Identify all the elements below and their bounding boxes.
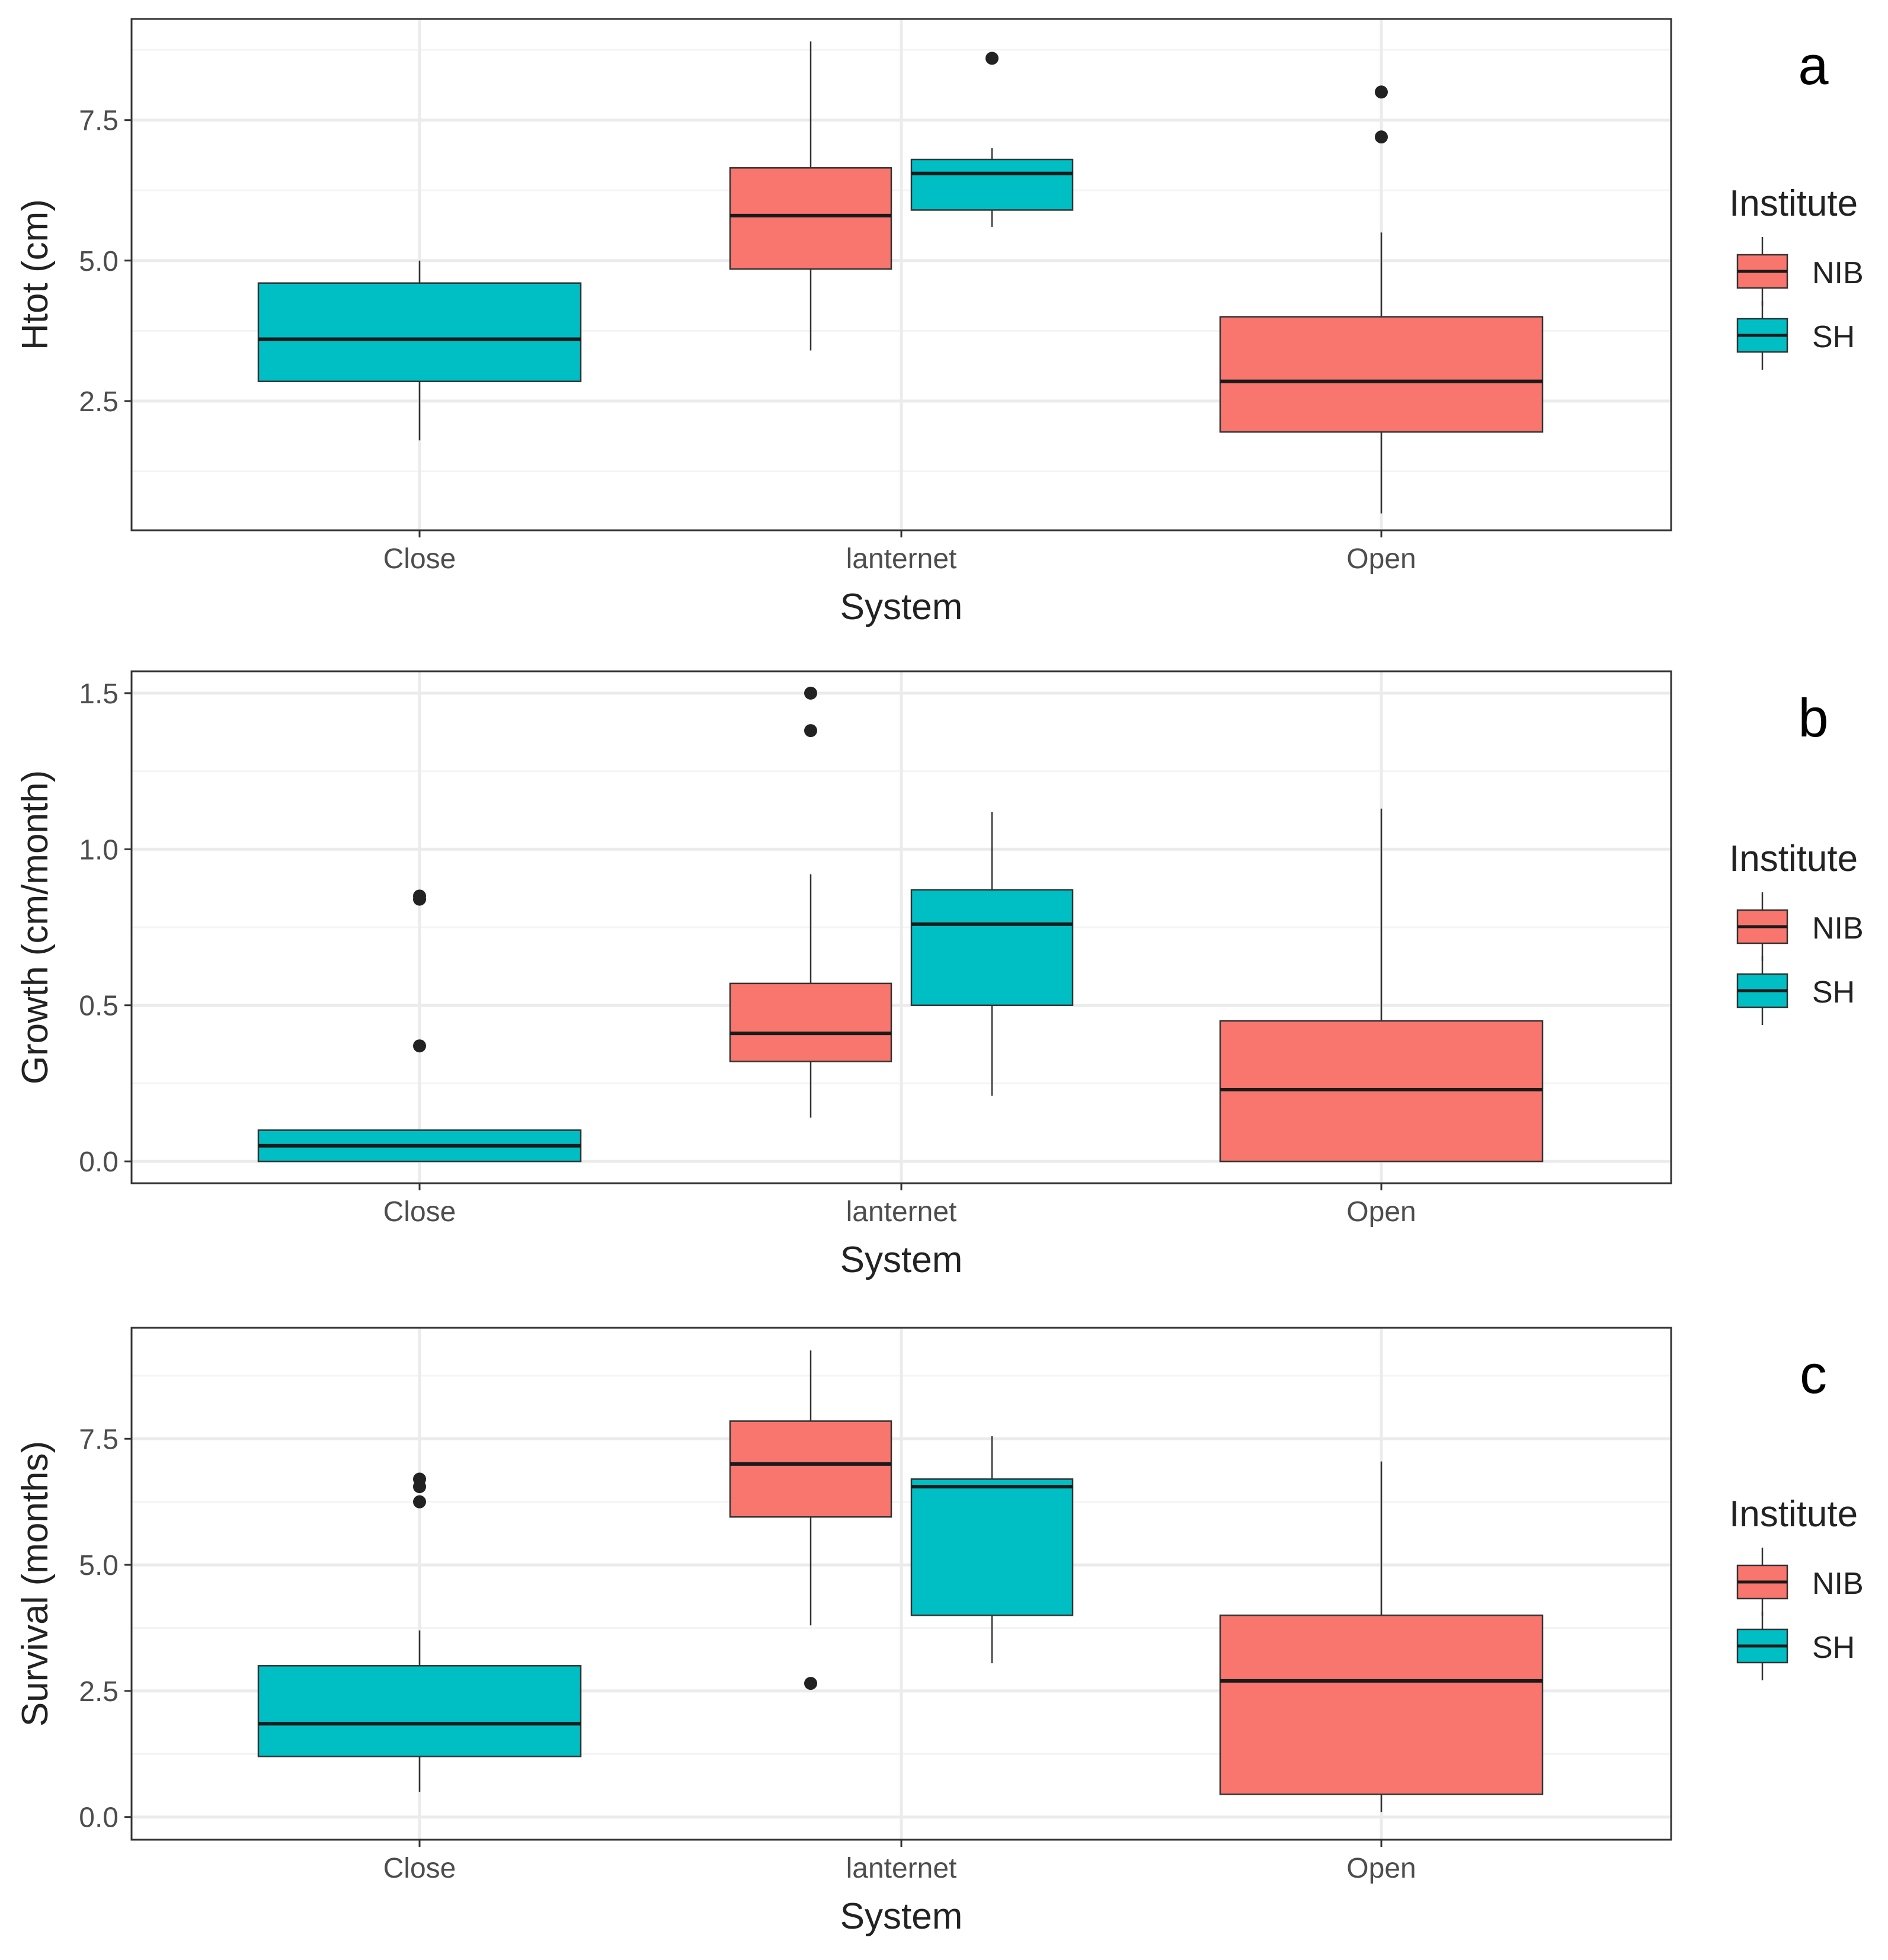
- y-tick-label: 7.5: [79, 105, 119, 137]
- box-nib-open: [1219, 1461, 1544, 1812]
- outlier-point: [985, 52, 999, 65]
- box-body: [729, 982, 892, 1062]
- panel-label: b: [1798, 688, 1828, 748]
- panel-b: 0.0 0.5 1.0 1.5 Close lanternet Open System Grow…: [15, 670, 1864, 1280]
- legend-key-nib: NIB: [1736, 237, 1864, 306]
- box-body: [257, 282, 582, 382]
- outlier-point: [804, 1677, 817, 1690]
- outlier-point: [804, 686, 817, 700]
- x-tick-label: lanternet: [846, 1196, 957, 1228]
- x-tick-label: Close: [383, 1853, 456, 1884]
- outlier-point: [804, 724, 817, 738]
- y-tick-label: 1.5: [79, 678, 119, 710]
- legend-key-nib: NIB: [1736, 1548, 1864, 1616]
- box-body: [729, 167, 892, 270]
- box-sh-lanternet: [910, 52, 1074, 227]
- box-body: [910, 1478, 1074, 1616]
- legend-label: NIB: [1812, 256, 1864, 290]
- y-tick-label: 2.5: [79, 386, 119, 418]
- box-nib-lanternet: [729, 1350, 892, 1690]
- box-body: [1219, 1614, 1544, 1795]
- panel-c: 0.0 2.5 5.0 7.5 Close lanternet Open System Surv…: [15, 1327, 1864, 1937]
- x-axis-title: System: [840, 1240, 963, 1280]
- legend: Institute NIB SH: [1729, 1494, 1864, 1680]
- y-tick-label: 1.0: [79, 834, 119, 866]
- box-body: [1219, 316, 1544, 433]
- legend-label: NIB: [1812, 1567, 1864, 1601]
- box-sh-close: [257, 1472, 582, 1792]
- legend-key-sh: SH: [1736, 1612, 1855, 1680]
- y-tick-label: 0.0: [79, 1146, 119, 1178]
- box-sh-close: [257, 889, 582, 1162]
- legend-label: SH: [1812, 1631, 1855, 1665]
- y-axis-title: Htot (cm): [15, 199, 56, 350]
- outlier-point: [413, 1472, 426, 1486]
- y-axis-title: Growth (cm/month): [15, 770, 56, 1085]
- legend-label: SH: [1812, 320, 1855, 354]
- x-tick-label: Close: [383, 1196, 456, 1228]
- panel-label: c: [1800, 1344, 1827, 1405]
- outlier-point: [1375, 130, 1388, 144]
- outlier-point: [413, 1039, 426, 1053]
- box-nib-open: [1219, 85, 1544, 514]
- legend-key-sh: SH: [1736, 956, 1855, 1025]
- y-tick-label: 2.5: [79, 1676, 119, 1708]
- panel-label: a: [1798, 36, 1829, 96]
- y-tick-label: 5.0: [79, 246, 119, 277]
- legend-label: SH: [1812, 975, 1855, 1010]
- y-tick-label: 0.0: [79, 1802, 119, 1834]
- box-body: [729, 1420, 892, 1518]
- box-nib-lanternet: [729, 41, 892, 351]
- y-axis-title: Survival (months): [15, 1441, 56, 1727]
- x-axis-title: System: [840, 1896, 963, 1937]
- x-tick-label: lanternet: [846, 1853, 957, 1884]
- box-sh-close: [257, 260, 582, 441]
- x-tick-label: Open: [1346, 1196, 1416, 1228]
- x-tick-label: Close: [383, 543, 456, 575]
- legend-title: Institute: [1729, 183, 1858, 224]
- box-nib-lanternet: [729, 686, 892, 1118]
- legend-label: NIB: [1812, 911, 1864, 946]
- legend-key-nib: NIB: [1736, 892, 1864, 961]
- outlier-point: [413, 889, 426, 903]
- legend-title: Institute: [1729, 1494, 1858, 1535]
- x-tick-label: Open: [1346, 1853, 1416, 1884]
- box-body: [910, 889, 1074, 1006]
- panel-a: 2.5 5.0 7.5 Close lanternet Open System Htot (c…: [15, 18, 1864, 627]
- y-tick-label: 0.5: [79, 991, 119, 1022]
- box-body: [910, 158, 1074, 211]
- y-tick-label: 5.0: [79, 1550, 119, 1581]
- legend-title: Institute: [1729, 838, 1858, 879]
- outlier-point: [413, 1495, 426, 1509]
- x-tick-label: Open: [1346, 543, 1416, 575]
- y-tick-label: 7.5: [79, 1424, 119, 1455]
- box-body: [257, 1665, 582, 1757]
- box-sh-lanternet: [910, 1436, 1074, 1664]
- legend-key-sh: SH: [1736, 301, 1855, 370]
- box-sh-lanternet: [910, 812, 1074, 1096]
- outlier-point: [1375, 85, 1388, 99]
- legend: Institute NIB SH: [1729, 838, 1864, 1025]
- x-tick-label: lanternet: [846, 543, 957, 575]
- x-axis-title: System: [840, 587, 963, 627]
- legend: Institute NIB SH: [1729, 183, 1864, 370]
- box-nib-open: [1219, 808, 1544, 1162]
